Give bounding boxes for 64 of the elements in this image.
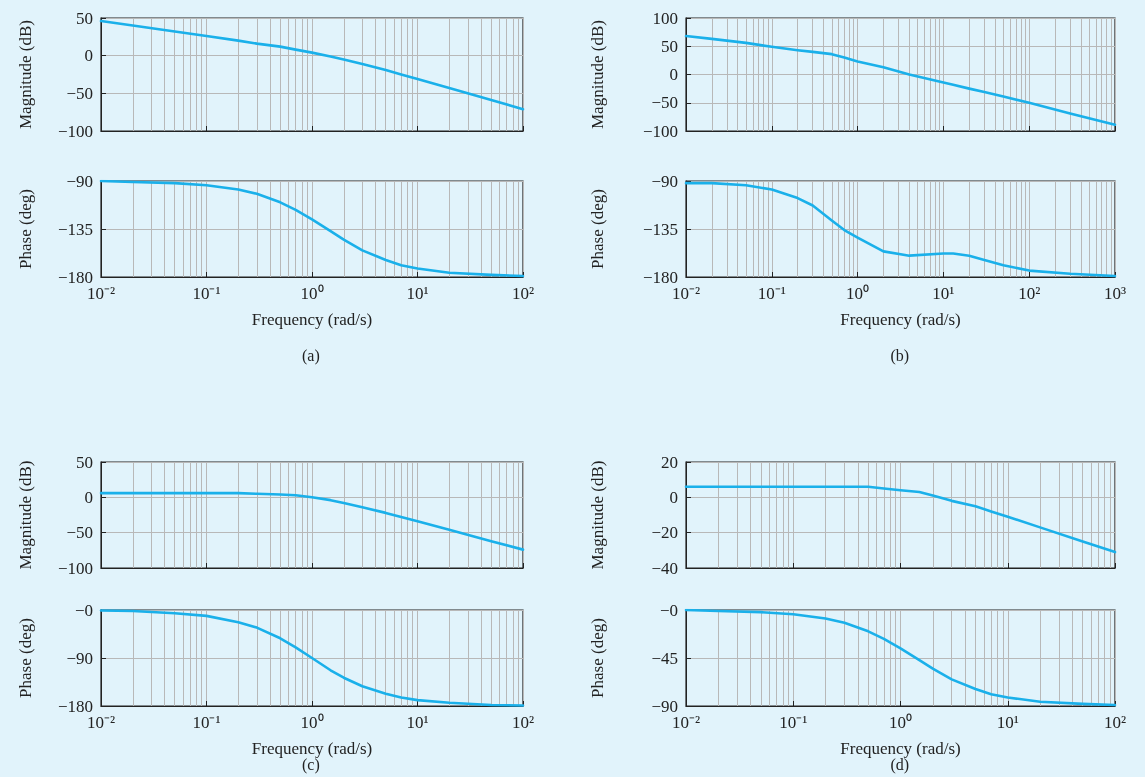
y-tick-label: 0 (84, 487, 93, 507)
y-tick-label: 50 (76, 452, 93, 472)
x-axis-title: Frequency (rad/s) (251, 739, 373, 758)
x-tick-label: 10² (511, 713, 535, 732)
y-tick-label: −45 (651, 648, 678, 668)
x-tick-label: 10⁻² (86, 713, 116, 732)
y-tick-label: 0 (669, 487, 678, 507)
x-axis-title: Frequency (rad/s) (840, 310, 961, 329)
x-tick-label: 10⁰ (846, 284, 870, 303)
y-tick-label: 0 (669, 65, 678, 84)
x-tick-label: 10⁻¹ (192, 713, 221, 732)
y-tick-label: −100 (642, 121, 678, 141)
x-tick-label: 10² (1103, 713, 1127, 732)
y-tick-label: −90 (66, 171, 93, 191)
y-tick-label: −135 (57, 219, 93, 239)
x-tick-label: 10⁻² (671, 713, 701, 732)
y-tick-label: −90 (651, 171, 678, 191)
x-tick-label: 10¹ (996, 713, 1019, 732)
x-tick-label: 10⁻² (86, 284, 116, 303)
y-tick-label: −180 (57, 267, 93, 287)
y-tick-label: −0 (74, 600, 93, 620)
y-tick-label: 100 (652, 8, 678, 28)
x-tick-label: 10² (1018, 284, 1041, 303)
x-tick-label: 10⁻¹ (192, 284, 221, 303)
y-axis-title: Phase (deg) (588, 618, 607, 698)
y-tick-label: −50 (66, 83, 93, 103)
y-axis-title: Phase (deg) (16, 189, 35, 269)
x-tick-label: 10¹ (406, 284, 429, 303)
x-tick-label: 10⁻¹ (779, 713, 808, 732)
x-tick-label: 10⁰ (300, 713, 324, 732)
y-tick-label: −90 (651, 696, 678, 716)
y-axis-title: Magnitude (dB) (588, 460, 607, 570)
y-axis-title: Magnitude (dB) (16, 460, 35, 570)
y-tick-label: −0 (659, 600, 678, 620)
x-tick-label: 10² (511, 284, 535, 303)
x-tick-label: 10⁻² (671, 284, 701, 303)
y-tick-label: −180 (642, 267, 678, 287)
y-tick-label: −50 (66, 523, 93, 543)
text: (a) (302, 346, 320, 365)
y-axis-title: Phase (deg) (588, 189, 607, 269)
x-tick-label: 10⁻¹ (757, 284, 786, 303)
x-tick-label: 10⁰ (889, 713, 912, 732)
y-tick-label: 50 (661, 36, 678, 56)
y-axis-title: Phase (deg) (16, 618, 35, 698)
y-tick-label: 0 (84, 46, 93, 66)
y-axis-title: Magnitude (dB) (588, 19, 607, 130)
text: (b) (890, 346, 910, 365)
y-tick-label: −180 (57, 696, 93, 716)
y-tick-label: −20 (651, 523, 678, 543)
x-tick-label: 10¹ (406, 713, 429, 732)
y-tick-label: −90 (66, 648, 93, 668)
y-tick-label: −100 (57, 558, 93, 578)
y-tick-label: −40 (651, 558, 678, 578)
x-axis-title: Frequency (rad/s) (251, 310, 373, 329)
x-tick-label: 10⁰ (300, 284, 324, 303)
y-tick-label: 20 (661, 452, 678, 472)
y-tick-label: −100 (57, 121, 93, 141)
y-axis-title: Magnitude (dB) (16, 19, 35, 130)
x-tick-label: 10¹ (932, 284, 955, 303)
y-tick-label: −135 (642, 219, 678, 239)
x-tick-label: 10³ (1103, 284, 1127, 303)
y-tick-label: 50 (76, 8, 93, 28)
y-tick-label: −50 (651, 93, 678, 113)
x-axis-title: Frequency (rad/s) (840, 739, 961, 758)
